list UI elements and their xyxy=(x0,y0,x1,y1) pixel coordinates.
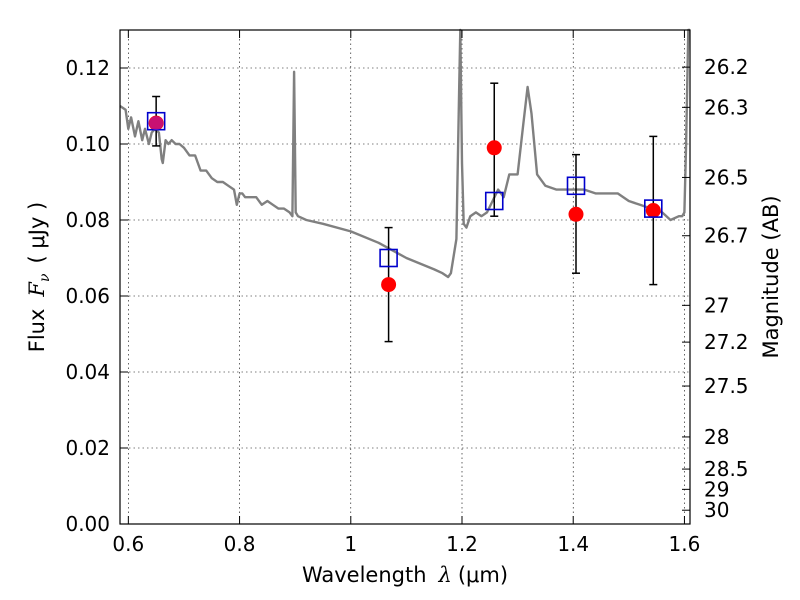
y-tick-label: 0.06 xyxy=(65,284,110,308)
y2-tick-label: 29 xyxy=(704,477,729,501)
y2-tick-label: 27.5 xyxy=(704,374,749,398)
x-axis-unit: (μm) xyxy=(458,563,508,587)
x-tick-label: 0.6 xyxy=(112,532,144,556)
x-axis-symbol: λ xyxy=(438,563,452,587)
observed-point xyxy=(568,206,584,222)
x-tick-label: 1.4 xyxy=(557,532,589,556)
x-tick-label: 0.8 xyxy=(224,532,256,556)
y-tick-label: 0.02 xyxy=(65,436,110,460)
x-tick-label: 1 xyxy=(344,532,357,556)
y2-tick-label: 27.2 xyxy=(704,330,749,354)
y2-tick-label: 26.2 xyxy=(704,55,749,79)
overlap-marker xyxy=(149,116,164,131)
y2-tick-label: 27 xyxy=(704,293,729,317)
ticks: 0.6 0.8 1 1.2 1.4 1.6 0.00 0.02 0.04 0.06 0.08 0.10… xyxy=(65,30,749,556)
model-band-square xyxy=(566,176,586,196)
y2-tick-label: 30 xyxy=(704,498,729,522)
y2-tick-label: 28.5 xyxy=(704,457,749,481)
x-axis-title-text: Wavelength xyxy=(302,563,427,587)
x-axis-title: Wavelength λ (μm) xyxy=(302,563,508,587)
y2-tick-label: 26.7 xyxy=(704,224,749,248)
model-band-square xyxy=(379,248,398,268)
observed-point xyxy=(486,140,502,156)
plot-frame xyxy=(119,29,691,525)
model-band-square xyxy=(484,191,504,211)
y-axis-subscript: ν xyxy=(37,273,53,282)
series-layer xyxy=(119,28,690,343)
y-tick-label: 0.12 xyxy=(65,56,110,80)
y2-tick-label: 28 xyxy=(704,425,729,449)
y2-axis-title: Magnitude (AB) xyxy=(759,195,783,358)
x-tick-label: 1.6 xyxy=(669,532,701,556)
y-axis-title: Flux Fν ( μJy ) xyxy=(25,202,53,352)
y-tick-label: 0.10 xyxy=(65,132,110,156)
y-tick-label: 0.08 xyxy=(65,208,110,232)
y-axis-symbol: F xyxy=(25,281,49,298)
x-tick-label: 1.2 xyxy=(446,532,478,556)
y-axis-unit: ( μJy ) xyxy=(25,202,49,264)
grid-lines xyxy=(120,30,690,525)
y-tick-label: 0.04 xyxy=(65,360,110,384)
y2-tick-label: 26.3 xyxy=(704,95,749,119)
y2-tick-label: 26.5 xyxy=(704,165,749,189)
model-spectrum-line xyxy=(119,28,690,279)
y-tick-label: 0.00 xyxy=(65,512,110,536)
model-band-square xyxy=(643,199,663,218)
observed-point xyxy=(381,277,397,293)
y-axis-title-text: Flux xyxy=(25,309,49,353)
observed-point xyxy=(645,203,661,218)
